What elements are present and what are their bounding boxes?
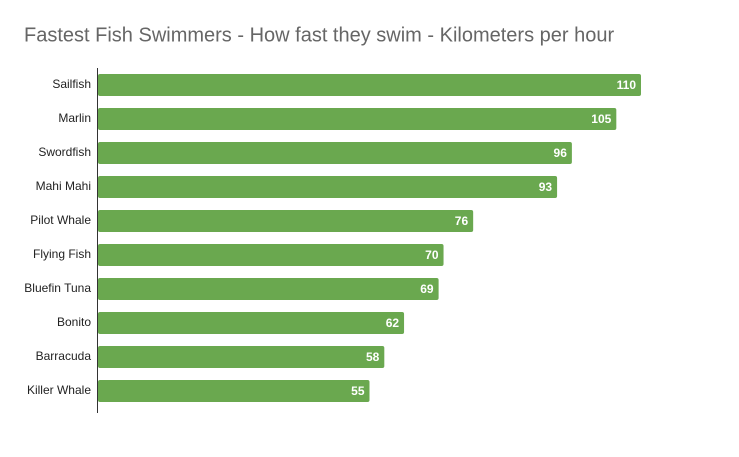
bar xyxy=(98,278,439,300)
bar xyxy=(98,210,474,232)
bar xyxy=(98,176,558,198)
value-label: 96 xyxy=(554,146,568,160)
bar xyxy=(98,244,444,266)
y-tick-label: Bonito xyxy=(57,315,91,329)
y-tick-label: Bluefin Tuna xyxy=(24,281,91,295)
chart-title: Fastest Fish Swimmers - How fast they sw… xyxy=(24,24,614,46)
bar xyxy=(98,312,405,334)
value-label: 69 xyxy=(420,282,434,296)
value-label: 110 xyxy=(617,78,637,92)
value-label: 105 xyxy=(591,112,611,126)
bar xyxy=(98,108,617,130)
y-tick-label: Flying Fish xyxy=(33,247,91,261)
y-tick-label: Sailfish xyxy=(52,77,91,91)
y-tick-label: Pilot Whale xyxy=(30,213,91,227)
value-label: 55 xyxy=(351,384,365,398)
value-label: 70 xyxy=(425,248,439,262)
value-label: 62 xyxy=(386,316,400,330)
y-tick-label: Marlin xyxy=(58,111,91,125)
value-label: 93 xyxy=(539,180,553,194)
bar xyxy=(98,380,370,402)
bar xyxy=(98,142,572,164)
y-tick-label: Killer Whale xyxy=(27,383,91,397)
y-tick-label: Swordfish xyxy=(38,145,91,159)
value-label: 58 xyxy=(366,350,380,364)
y-tick-label: Barracuda xyxy=(36,349,92,363)
value-label: 76 xyxy=(455,214,469,228)
bar xyxy=(98,346,385,368)
bar xyxy=(98,74,641,96)
y-tick-label: Mahi Mahi xyxy=(36,179,91,193)
